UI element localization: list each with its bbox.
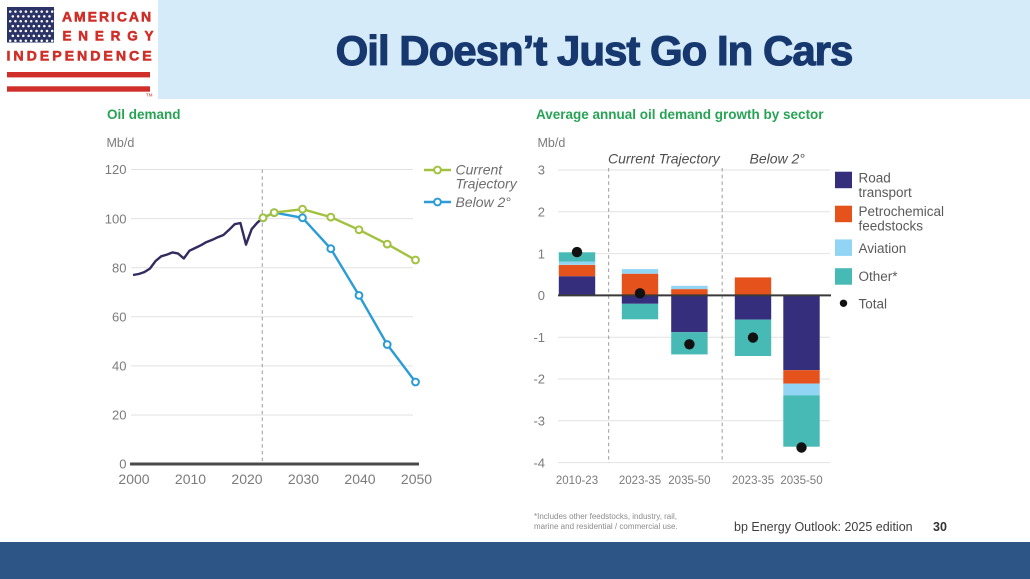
svg-text:2030: 2030 [288,471,319,487]
svg-text:-3: -3 [533,414,545,429]
svg-text:2040: 2040 [344,471,375,487]
svg-text:80: 80 [112,260,126,275]
svg-text:3: 3 [538,163,545,178]
svg-text:Aviation: Aviation [859,241,907,256]
svg-text:transport: transport [859,185,913,200]
svg-text:2035-50: 2035-50 [780,475,822,487]
svg-text:Mb/d: Mb/d [538,136,566,150]
svg-text:2000: 2000 [118,471,149,487]
svg-text:AMERICAN: AMERICAN [62,9,153,25]
svg-text:TM: TM [146,93,153,98]
svg-text:Current: Current [456,161,504,177]
svg-text:Total: Total [859,297,888,312]
svg-text:Petrochemical: Petrochemical [859,204,945,219]
svg-text:Trajectory: Trajectory [456,175,518,191]
svg-text:Current Trajectory: Current Trajectory [608,151,721,167]
svg-text:60: 60 [112,310,126,325]
svg-text:-2: -2 [533,372,545,387]
svg-text:2023-35: 2023-35 [732,475,774,487]
svg-text:ENERGY: ENERGY [63,29,161,44]
svg-text:1: 1 [538,246,545,261]
svg-text:Below 2°: Below 2° [750,151,806,167]
svg-text:2010-23: 2010-23 [556,475,598,487]
svg-text:2010: 2010 [175,471,206,487]
svg-text:20: 20 [112,408,126,423]
svg-text:40: 40 [112,359,126,374]
svg-text:100: 100 [105,211,127,226]
svg-text:0: 0 [119,457,126,472]
svg-text:2050: 2050 [401,471,432,487]
svg-text:feedstocks: feedstocks [859,219,924,234]
svg-text:2035-50: 2035-50 [668,475,710,487]
svg-text:INDEPENDENCE: INDEPENDENCE [7,49,155,65]
svg-text:120: 120 [105,162,127,177]
svg-text:Below 2°: Below 2° [456,194,512,210]
svg-text:-1: -1 [533,330,545,345]
svg-text:2023-35: 2023-35 [619,475,661,487]
svg-text:2020: 2020 [231,471,262,487]
svg-text:0: 0 [538,288,545,303]
svg-text:Mb/d: Mb/d [107,136,135,150]
svg-text:Other*: Other* [859,269,899,284]
svg-text:Road: Road [859,171,891,186]
svg-text:-4: -4 [533,455,545,470]
svg-text:2: 2 [538,205,545,220]
